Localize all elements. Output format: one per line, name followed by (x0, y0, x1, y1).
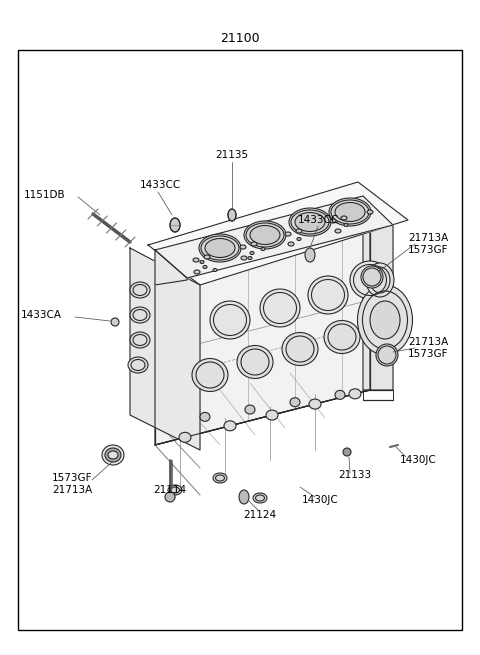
Ellipse shape (102, 445, 124, 465)
Text: 1573GF: 1573GF (52, 473, 92, 483)
Ellipse shape (250, 225, 280, 244)
Ellipse shape (308, 276, 348, 314)
Ellipse shape (224, 421, 236, 431)
Text: 21124: 21124 (243, 510, 276, 520)
Ellipse shape (309, 399, 321, 409)
Ellipse shape (295, 212, 325, 231)
Ellipse shape (370, 301, 400, 339)
Ellipse shape (285, 232, 291, 236)
Polygon shape (148, 182, 408, 285)
Text: 1433CA: 1433CA (21, 310, 62, 320)
Ellipse shape (297, 238, 301, 240)
Ellipse shape (199, 234, 241, 262)
Ellipse shape (296, 229, 302, 233)
Ellipse shape (330, 219, 336, 223)
Ellipse shape (168, 485, 182, 495)
Ellipse shape (228, 209, 236, 221)
Ellipse shape (343, 448, 351, 456)
Bar (18, 50, 462, 630)
Text: 21100: 21100 (220, 31, 260, 45)
Ellipse shape (237, 345, 273, 379)
Ellipse shape (341, 216, 347, 220)
Ellipse shape (358, 285, 412, 355)
Ellipse shape (108, 451, 118, 459)
Ellipse shape (130, 282, 150, 298)
Ellipse shape (205, 238, 235, 257)
Ellipse shape (335, 229, 341, 233)
Polygon shape (155, 196, 393, 278)
Ellipse shape (179, 432, 191, 442)
Text: 21114: 21114 (154, 485, 187, 495)
Text: 1433CC: 1433CC (298, 215, 338, 225)
Ellipse shape (130, 332, 150, 348)
Text: 1573GF: 1573GF (408, 245, 448, 255)
Ellipse shape (282, 333, 318, 365)
Ellipse shape (210, 301, 250, 339)
Ellipse shape (244, 221, 286, 249)
Ellipse shape (239, 490, 249, 504)
Text: 1433CC: 1433CC (139, 180, 180, 190)
Ellipse shape (200, 413, 210, 421)
Text: 21713A: 21713A (408, 337, 448, 347)
Ellipse shape (130, 307, 150, 323)
Ellipse shape (200, 261, 204, 263)
Ellipse shape (250, 252, 254, 255)
Ellipse shape (290, 398, 300, 407)
Ellipse shape (349, 389, 361, 399)
Polygon shape (155, 228, 370, 445)
Ellipse shape (105, 448, 121, 462)
Ellipse shape (248, 257, 252, 259)
Ellipse shape (361, 266, 383, 288)
Ellipse shape (266, 410, 278, 420)
Ellipse shape (241, 256, 247, 260)
Ellipse shape (350, 261, 390, 299)
Ellipse shape (260, 289, 300, 327)
Ellipse shape (111, 318, 119, 326)
Polygon shape (155, 250, 187, 285)
Text: 1430JC: 1430JC (301, 495, 338, 505)
Ellipse shape (366, 263, 394, 297)
Polygon shape (130, 248, 200, 450)
Ellipse shape (170, 218, 180, 232)
Text: 21713A: 21713A (52, 485, 92, 495)
Ellipse shape (193, 258, 199, 262)
Ellipse shape (213, 473, 227, 483)
Text: 21133: 21133 (338, 470, 372, 480)
Ellipse shape (261, 248, 265, 250)
Text: 1151DB: 1151DB (24, 190, 65, 200)
Ellipse shape (251, 242, 257, 246)
Ellipse shape (289, 208, 331, 236)
Ellipse shape (128, 357, 148, 373)
Ellipse shape (192, 358, 228, 392)
Ellipse shape (344, 223, 348, 227)
Ellipse shape (335, 390, 345, 400)
Ellipse shape (240, 245, 246, 249)
Ellipse shape (203, 265, 207, 269)
Ellipse shape (367, 210, 373, 214)
Ellipse shape (329, 198, 371, 226)
Polygon shape (363, 196, 393, 390)
Text: 21135: 21135 (216, 150, 249, 160)
Text: 1573GF: 1573GF (408, 349, 448, 359)
Text: 21713A: 21713A (408, 233, 448, 243)
Ellipse shape (288, 242, 294, 246)
Ellipse shape (213, 269, 217, 272)
Ellipse shape (245, 405, 255, 414)
Ellipse shape (165, 492, 175, 502)
Text: 1430JC: 1430JC (400, 455, 436, 465)
Ellipse shape (305, 248, 315, 262)
Ellipse shape (335, 202, 365, 221)
Ellipse shape (204, 255, 210, 259)
Ellipse shape (324, 320, 360, 354)
Ellipse shape (376, 344, 398, 366)
Ellipse shape (194, 270, 200, 274)
Ellipse shape (253, 493, 267, 503)
